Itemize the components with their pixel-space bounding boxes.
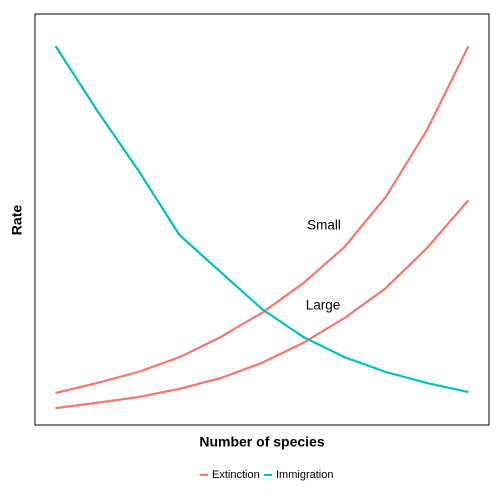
curve-label: Small: [307, 218, 341, 233]
x-axis-title: Number of species: [199, 434, 324, 450]
panel-border: [34, 13, 490, 426]
series-line: [55, 199, 470, 410]
y-axis-title: Rate: [9, 205, 25, 236]
curve-label: Large: [306, 298, 341, 313]
series-line: [55, 45, 470, 394]
series-line: [54, 45, 469, 394]
legend-label: Immigration: [276, 469, 333, 481]
legend-label: Extinction: [212, 469, 260, 481]
